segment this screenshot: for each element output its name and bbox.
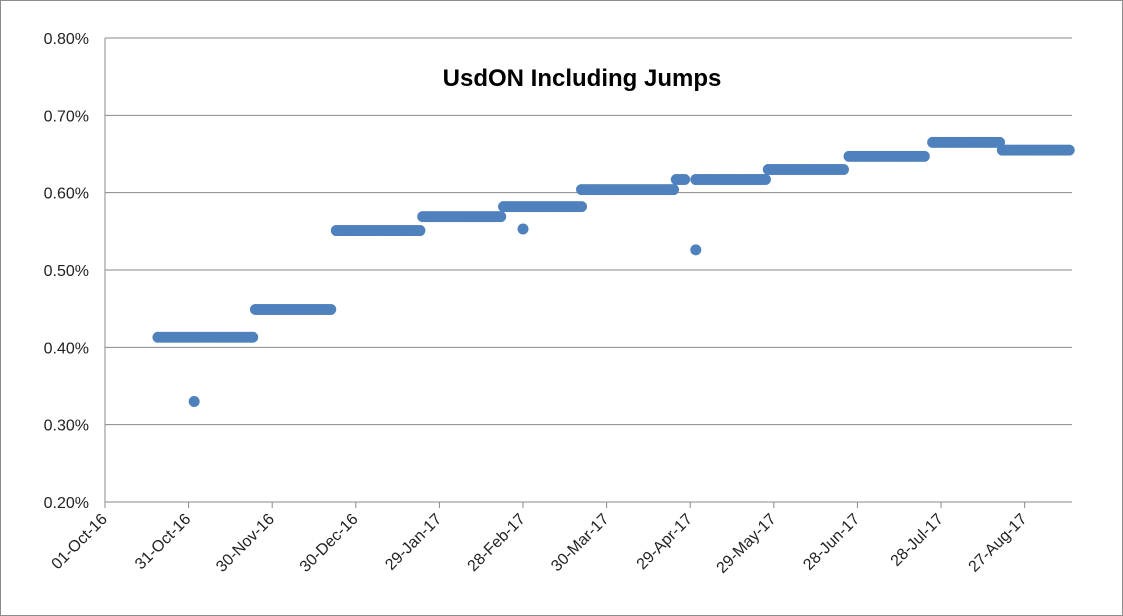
y-tick-label: 0.50% — [44, 263, 89, 280]
x-tick-label: 27-Aug-17 — [966, 511, 1031, 576]
x-tick-label: 01-Oct-16 — [49, 511, 111, 573]
data-point — [667, 184, 679, 196]
y-tick-label: 0.70% — [44, 108, 89, 125]
x-tick-labels: 01-Oct-16 31-Oct-16 30-Nov-16 30-Dec-16 29-J… — [49, 511, 1031, 577]
y-tick-label: 0.30% — [44, 418, 89, 435]
outlier-point — [690, 244, 702, 256]
y-tick-labels: 0.20% 0.30% 0.40% 0.50% 0.60% 0.70% 0.80% — [44, 31, 89, 512]
data-point — [325, 303, 337, 315]
chart-title: UsdON Including Jumps — [443, 65, 722, 92]
x-tick-label: 30-Nov-16 — [213, 511, 278, 576]
data-point — [759, 174, 771, 186]
data-point — [576, 201, 588, 213]
data-point — [1063, 144, 1075, 156]
outlier-point — [517, 223, 529, 235]
x-tick-label: 30-Dec-16 — [297, 511, 362, 576]
data-point — [495, 211, 507, 223]
axes — [104, 38, 1072, 508]
x-tick-label: 29-May-17 — [714, 511, 780, 577]
y-tick-label: 0.80% — [44, 31, 89, 48]
y-tick-label: 0.60% — [44, 186, 89, 203]
data-point — [414, 225, 426, 237]
x-tick-label: 30-Mar-17 — [548, 511, 612, 575]
x-tick-label: 29-Apr-17 — [634, 511, 696, 573]
x-tick-label: 28-Jun-17 — [800, 511, 863, 574]
x-tick-label: 28-Jul-17 — [888, 511, 947, 570]
y-tick-label: 0.20% — [44, 495, 89, 512]
x-tick-label: 29-Jan-17 — [382, 511, 445, 574]
data-point — [837, 163, 849, 175]
x-tick-label: 28-Feb-17 — [465, 511, 529, 575]
data-point — [247, 331, 259, 343]
outlier-point — [188, 395, 200, 407]
y-tick-label: 0.40% — [44, 340, 89, 357]
data-point — [918, 150, 930, 162]
x-tick-label: 31-Oct-16 — [132, 511, 194, 573]
data-points — [152, 136, 1075, 407]
data-point — [679, 174, 691, 186]
gridlines — [105, 37, 1072, 426]
